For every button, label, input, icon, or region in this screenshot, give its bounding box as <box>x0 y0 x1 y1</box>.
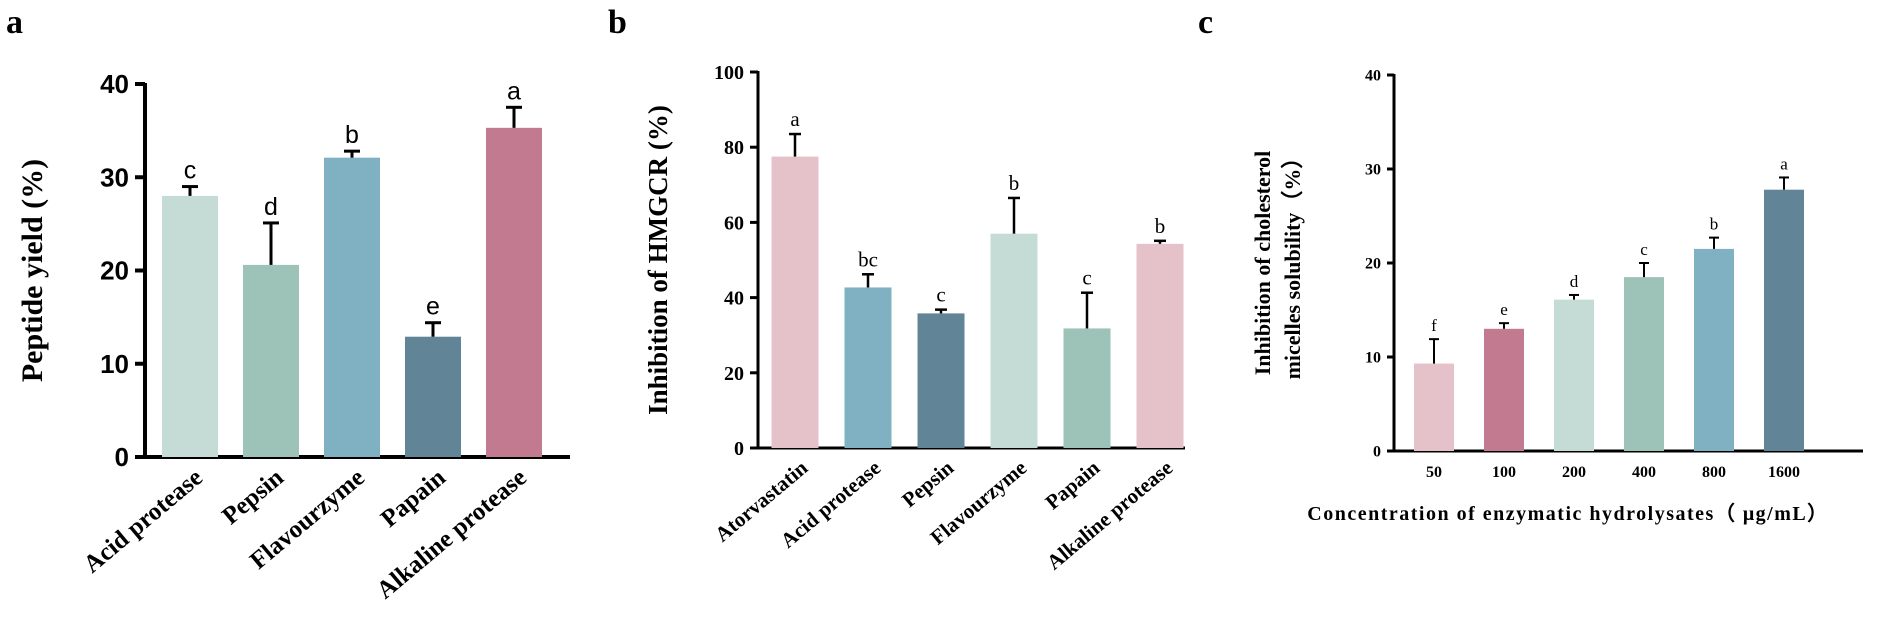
bar <box>243 264 299 457</box>
category-label: 100 <box>1492 464 1516 481</box>
category-label: 1600 <box>1768 464 1800 481</box>
significance-label: b <box>345 121 359 149</box>
y-tick-label: 60 <box>724 212 744 234</box>
bar <box>844 287 892 448</box>
bar <box>1694 248 1734 451</box>
category-label: Alkaline protease <box>372 464 532 604</box>
significance-label: a <box>790 107 800 131</box>
y-tick-label: 0 <box>734 438 744 460</box>
bar <box>324 157 380 458</box>
category-label: 400 <box>1632 464 1656 481</box>
y-tick-label: 0 <box>1373 444 1381 461</box>
y-tick-label: 80 <box>724 137 744 159</box>
panel-letter-c: c <box>1198 4 1213 41</box>
y-tick-label: 40 <box>1365 68 1381 85</box>
panel-letter-b: b <box>608 4 627 41</box>
bar <box>1624 277 1664 451</box>
significance-label: e <box>426 293 440 321</box>
bar <box>990 233 1038 448</box>
bar <box>1414 363 1454 451</box>
y-tick-label: 30 <box>100 162 129 192</box>
y-tick-label: 20 <box>1365 256 1381 273</box>
bar <box>1764 189 1804 451</box>
significance-label: bc <box>858 247 878 271</box>
bar <box>771 156 819 448</box>
significance-label: d <box>1570 272 1579 291</box>
significance-label: b <box>1710 215 1719 234</box>
category-label: 800 <box>1702 464 1726 481</box>
bar <box>162 195 218 457</box>
significance-label: a <box>1780 154 1788 173</box>
y-axis-title: Inhibition of HMGCR (%) <box>643 105 673 415</box>
y-tick-label: 10 <box>100 349 129 379</box>
category-label: Alkaline protease <box>1042 455 1177 574</box>
y-axis-title: Peptide yield (%) <box>16 159 49 382</box>
category-label: Papain <box>1041 455 1105 514</box>
category-label: Papain <box>376 464 451 533</box>
y-tick-label: 20 <box>100 256 129 286</box>
chart-panel-c: 0 10 20 30 40 f 50 e 100 d 200 c 400 b 800 a 1600 Inhibit… <box>1250 68 1863 525</box>
category-label: Acid protease <box>79 464 208 579</box>
significance-label: c <box>1640 240 1648 259</box>
significance-label: e <box>1500 300 1508 319</box>
significance-label: a <box>507 77 521 105</box>
y-axis-title-line: Inhibition of cholesterol <box>1250 151 1275 376</box>
y-tick-label: 30 <box>1365 162 1381 179</box>
significance-label: c <box>1082 266 1091 290</box>
x-axis-title: Concentration of enzymatic hydrolysates（… <box>1307 502 1828 525</box>
significance-label: c <box>184 157 197 185</box>
bar <box>1063 328 1111 448</box>
bar <box>1554 299 1594 451</box>
y-tick-label: 40 <box>724 288 744 310</box>
y-tick-label: 100 <box>714 62 744 84</box>
y-axis-title-line: micelles solubility（%） <box>1280 147 1305 380</box>
bar <box>405 336 461 457</box>
bar <box>486 127 542 457</box>
category-label: Pepsin <box>217 464 289 530</box>
category-label: Pepsin <box>897 455 958 512</box>
bar <box>1136 243 1184 448</box>
significance-label: f <box>1431 316 1437 335</box>
y-tick-label: 0 <box>115 442 129 472</box>
y-tick-label: 40 <box>100 69 129 99</box>
significance-label: c <box>936 283 945 307</box>
y-tick-label: 20 <box>724 363 744 385</box>
category-label: 50 <box>1426 464 1442 481</box>
bar <box>917 313 965 448</box>
y-tick-label: 10 <box>1365 350 1381 367</box>
category-label: 200 <box>1562 464 1586 481</box>
significance-label: b <box>1155 214 1166 238</box>
significance-label: b <box>1009 171 1020 195</box>
bar <box>1484 328 1524 451</box>
panel-letter-a: a <box>6 4 23 41</box>
significance-label: d <box>264 193 278 221</box>
